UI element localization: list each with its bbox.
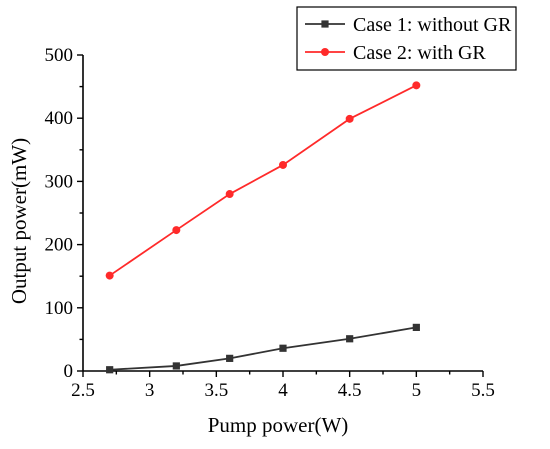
y-axis-title: Output power(mW) [7, 138, 31, 304]
legend-label: Case 2: with GR [353, 42, 486, 64]
data-point [345, 114, 354, 123]
legend: Case 1: without GR Case 2: with GR [296, 6, 517, 71]
data-point [412, 323, 420, 331]
legend-box [296, 6, 517, 71]
data-point [225, 190, 234, 199]
legend-marker [321, 48, 329, 56]
legend-marker [321, 20, 329, 28]
series-1 [106, 323, 420, 374]
data-point [226, 354, 234, 362]
x-tick-label: 2.5 [71, 380, 95, 401]
data-point [105, 271, 114, 280]
y-tick-label: 100 [45, 298, 74, 319]
y-tick-label: 300 [45, 171, 74, 192]
data-point [172, 362, 180, 370]
x-tick-label: 5.5 [471, 380, 495, 401]
y-tick-label: 200 [45, 235, 74, 256]
legend-label: Case 1: without GR [353, 14, 512, 36]
data-point [412, 81, 421, 90]
x-ticks: 2.5 3 3.5 4 4.5 5 5.5 [71, 371, 495, 401]
series-layer [105, 81, 421, 374]
x-tick-label: 5 [412, 380, 422, 401]
axes [82, 55, 483, 372]
legend-item: Case 1: without GR [305, 14, 512, 36]
legend-items: Case 1: without GR Case 2: with GR [305, 14, 512, 64]
y-tick-label: 500 [45, 45, 74, 66]
x-tick-label: 3 [145, 380, 155, 401]
data-point [279, 160, 287, 169]
series-2 [105, 81, 421, 280]
data-point [172, 226, 181, 235]
y-tick-label: 0 [64, 361, 74, 382]
x-tick-label: 3.5 [204, 380, 228, 401]
x-tick-label: 4 [278, 380, 288, 401]
series-line [109, 84, 417, 277]
x-tick-label: 4.5 [338, 380, 362, 401]
y-ticks: 0 100 200 300 400 500 [45, 45, 83, 382]
series-line [109, 326, 417, 371]
legend-item: Case 2: with GR [305, 42, 486, 64]
data-point [279, 344, 287, 352]
x-axis-title: Pump power(W) [208, 413, 349, 437]
y-tick-label: 400 [45, 108, 74, 129]
data-point [346, 335, 354, 343]
data-point [106, 366, 114, 374]
